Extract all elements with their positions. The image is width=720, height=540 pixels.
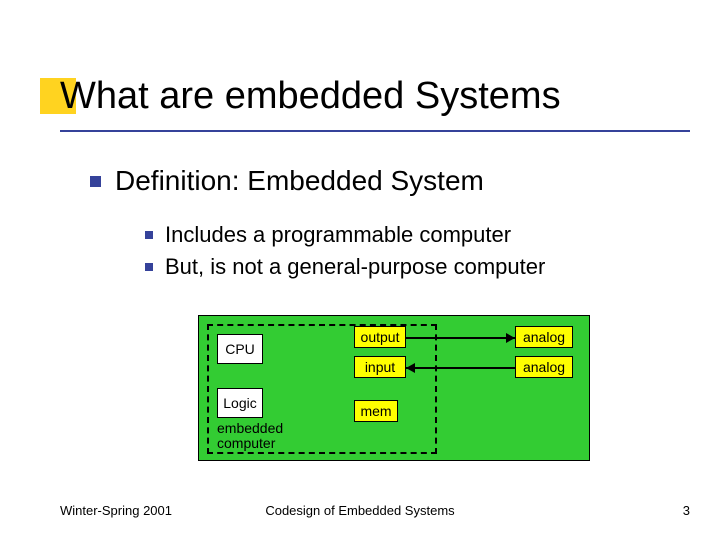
title-row: What are embedded Systems: [60, 75, 690, 118]
bullet-l1-text: Definition: Embedded System: [115, 165, 484, 197]
node-analog2-label: analog: [523, 359, 565, 375]
bullet-includes: Includes a programmable computer: [145, 222, 511, 248]
embedded-computer-label: embedded computer: [217, 421, 283, 452]
node-mem: mem: [354, 400, 398, 422]
title-underline: [60, 130, 690, 132]
node-logic: Logic: [217, 388, 263, 418]
arrow-line: [406, 337, 515, 339]
node-analog1: analog: [515, 326, 573, 348]
bullet-l2b-text: But, is not a general-purpose computer: [165, 254, 545, 280]
arrow-line: [406, 367, 515, 369]
node-input-label: input: [365, 359, 395, 375]
square-bullet-icon: [90, 176, 101, 187]
footer-course: Codesign of Embedded Systems: [0, 503, 720, 518]
bullet-definition: Definition: Embedded System: [90, 165, 484, 197]
node-output-label: output: [361, 329, 400, 345]
bullet-l2a-text: Includes a programmable computer: [165, 222, 511, 248]
node-cpu: CPU: [217, 334, 263, 364]
square-bullet-icon: [145, 263, 153, 271]
square-bullet-icon: [145, 231, 153, 239]
node-analog1-label: analog: [523, 329, 565, 345]
node-input: input: [354, 356, 406, 378]
embedded-system-diagram: CPU output input Logic mem analog analog…: [198, 315, 590, 461]
bullet-but: But, is not a general-purpose computer: [145, 254, 545, 280]
node-analog2: analog: [515, 356, 573, 378]
footer-page-number: 3: [683, 503, 690, 518]
node-mem-label: mem: [360, 403, 391, 419]
node-logic-label: Logic: [223, 395, 256, 411]
node-cpu-label: CPU: [225, 341, 255, 357]
slide-title: What are embedded Systems: [60, 75, 690, 118]
node-output: output: [354, 326, 406, 348]
arrow-head-left-icon: [406, 363, 415, 373]
arrow-head-right-icon: [506, 333, 515, 343]
